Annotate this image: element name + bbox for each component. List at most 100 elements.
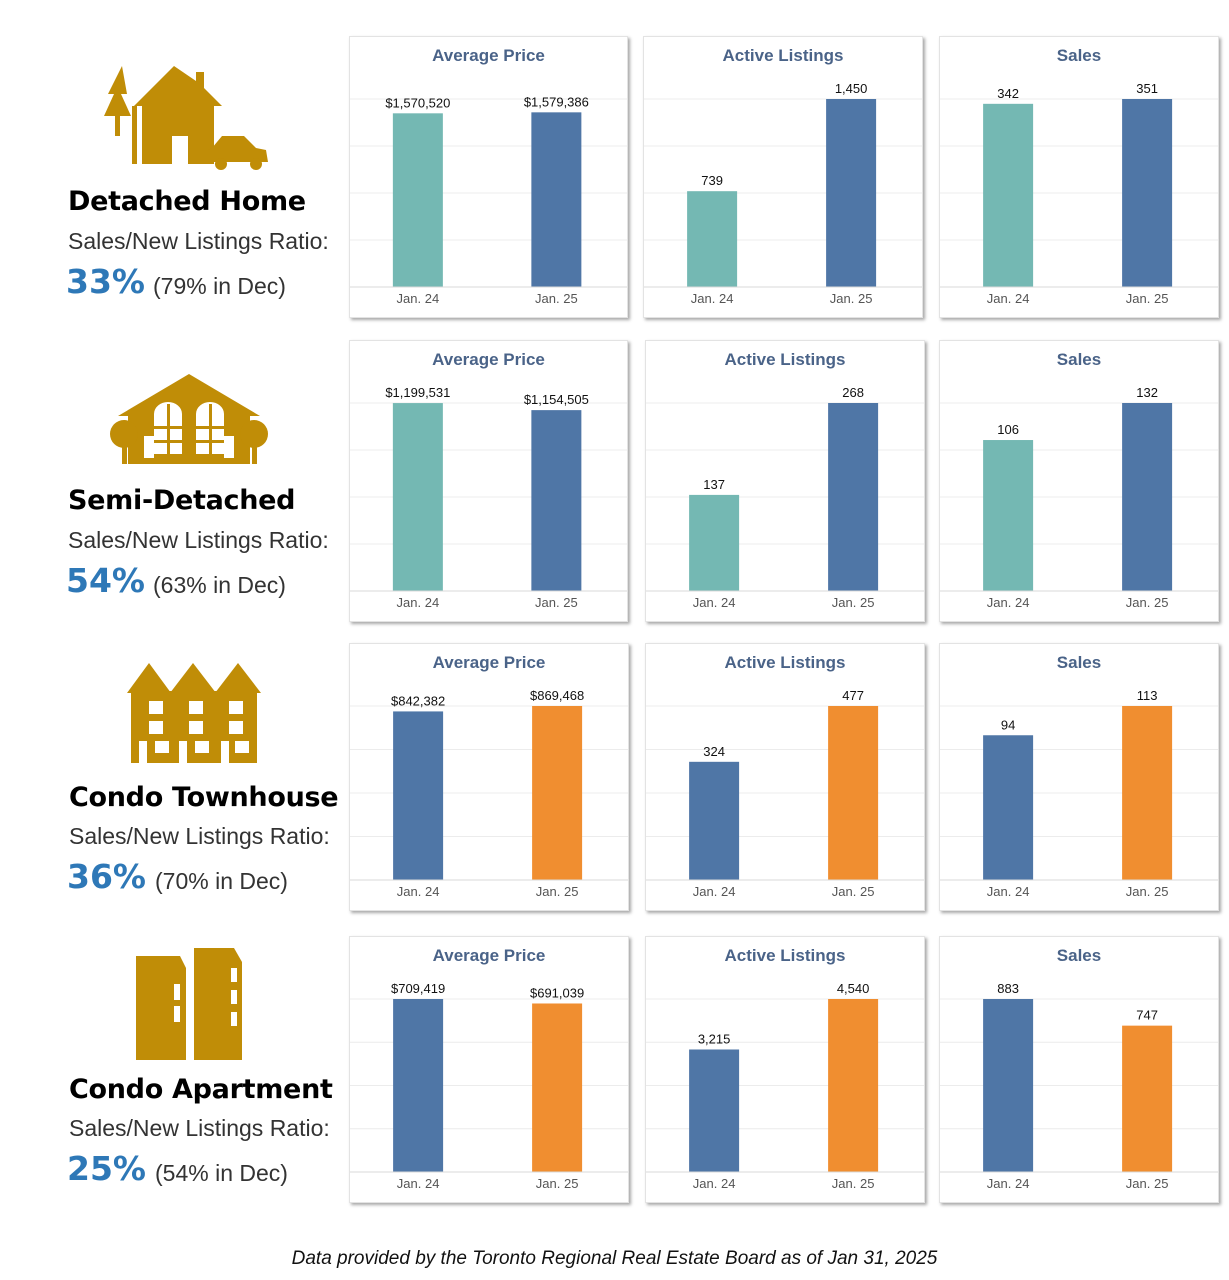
x-tick-label: Jan. 24	[397, 291, 440, 306]
bar-value-label: 106	[997, 422, 1019, 437]
x-tick-label: Jan. 25	[536, 884, 579, 899]
bar-chart-average-price: Average Price $1,199,531 Jan. 24 $1,154,505…	[350, 350, 627, 610]
chart-title: Sales	[1057, 350, 1101, 369]
property-type-title: Detached Home	[68, 186, 306, 217]
bar	[828, 999, 879, 1172]
property-type-title: Condo Apartment	[69, 1074, 333, 1105]
chart-title: Average Price	[432, 350, 545, 369]
ratio-label: Sales/New Listings Ratio:	[68, 228, 329, 254]
ratio-previous: (63% in Dec)	[153, 572, 286, 598]
bar-chart-sales: Sales 94 Jan. 24 113 Jan. 25	[940, 653, 1218, 899]
bar-value-label: $691,039	[530, 985, 584, 1000]
segment-condo-townhouse: Condo Townhouse Sales/New Listings Ratio…	[0, 643, 1229, 911]
bar-value-label: 137	[703, 477, 725, 492]
bar-chart-active-listings: Active Listings 739 Jan. 24 1,450 Jan. 25	[644, 46, 922, 306]
bar	[532, 706, 583, 880]
bar	[983, 735, 1034, 880]
bar-value-label: $1,579,386	[524, 94, 589, 109]
x-tick-label: Jan. 25	[832, 1176, 875, 1191]
ratio-value: 54%	[66, 561, 145, 600]
bar	[1122, 99, 1173, 287]
chart-title: Average Price	[432, 46, 545, 65]
bar-value-label: $842,382	[391, 693, 445, 708]
chart-title: Active Listings	[725, 946, 846, 965]
bar	[689, 1049, 740, 1172]
bar-value-label: 268	[842, 385, 864, 400]
bar-chart-sales: Sales 883 Jan. 24 747 Jan. 25	[940, 946, 1218, 1191]
segment-summary: Condo Apartment Sales/New Listings Ratio…	[66, 936, 346, 1202]
chart-panel-average-price: Average Price $709,419 Jan. 24 $691,039 Jan.…	[349, 936, 629, 1203]
chart-panel-active-listings: Active Listings 137 Jan. 24 268 Jan. 25	[645, 340, 925, 622]
segment-detached-home: Detached Home Sales/New Listings Ratio: …	[0, 36, 1229, 318]
segment-semi-detached: Semi-Detached Sales/New Listings Ratio: …	[0, 340, 1229, 622]
bar-chart-average-price: Average Price $1,570,520 Jan. 24 $1,579,386…	[350, 46, 627, 306]
x-tick-label: Jan. 24	[693, 1176, 736, 1191]
bar	[392, 403, 443, 591]
x-tick-label: Jan. 24	[397, 595, 440, 610]
ratio-label: Sales/New Listings Ratio:	[69, 823, 330, 849]
bar-value-label: 113	[1137, 688, 1158, 703]
detached-home-icon	[104, 66, 268, 170]
bar	[689, 494, 740, 591]
ratio-value: 33%	[66, 262, 145, 301]
bar-value-label: $709,419	[391, 981, 445, 996]
chart-panel-sales: Sales 94 Jan. 24 113 Jan. 25	[939, 643, 1219, 911]
x-tick-label: Jan. 24	[987, 595, 1030, 610]
chart-title: Active Listings	[723, 46, 844, 65]
ratio-value: 25%	[67, 1149, 146, 1188]
bar	[828, 706, 879, 880]
x-tick-label: Jan. 24	[693, 595, 736, 610]
bar	[531, 112, 582, 287]
condo-apartment-icon	[136, 948, 242, 1060]
ratio-value: 36%	[67, 857, 146, 896]
bar-value-label: $1,154,505	[524, 392, 589, 407]
bar	[826, 99, 877, 287]
ratio-previous: (70% in Dec)	[155, 868, 288, 894]
x-tick-label: Jan. 24	[397, 884, 440, 899]
segment-condo-apartment: Condo Apartment Sales/New Listings Ratio…	[0, 936, 1229, 1203]
bar	[1122, 403, 1173, 591]
ratio-previous: (54% in Dec)	[155, 1160, 288, 1186]
ratio-label: Sales/New Listings Ratio:	[68, 527, 329, 553]
bar-chart-average-price: Average Price $709,419 Jan. 24 $691,039 Jan.…	[350, 946, 628, 1191]
bar-value-label: 1,450	[835, 81, 868, 96]
bar-chart-sales: Sales 342 Jan. 24 351 Jan. 25	[940, 46, 1218, 306]
bar-value-label: 883	[997, 981, 1019, 996]
bar	[983, 440, 1034, 591]
bar-value-label: 4,540	[837, 981, 870, 996]
bar-value-label: 747	[1136, 1008, 1158, 1023]
chart-panel-active-listings: Active Listings 3,215 Jan. 24 4,540 Jan. 25	[645, 936, 925, 1203]
x-tick-label: Jan. 25	[535, 595, 578, 610]
segment-summary: Condo Townhouse Sales/New Listings Ratio…	[66, 643, 346, 911]
x-tick-label: Jan. 25	[1126, 1176, 1169, 1191]
bar	[531, 410, 582, 591]
bar-chart-active-listings: Active Listings 3,215 Jan. 24 4,540 Jan. 25	[646, 946, 924, 1191]
townhouse-icon	[127, 663, 261, 763]
chart-panel-sales: Sales 883 Jan. 24 747 Jan. 25	[939, 936, 1219, 1203]
property-type-title: Condo Townhouse	[69, 782, 339, 813]
chart-title: Average Price	[433, 653, 546, 672]
bar-chart-active-listings: Active Listings 137 Jan. 24 268 Jan. 25	[646, 350, 924, 610]
bar	[392, 113, 443, 287]
x-tick-label: Jan. 24	[397, 1176, 440, 1191]
bar-value-label: 94	[1001, 717, 1015, 732]
x-tick-label: Jan. 25	[1126, 595, 1169, 610]
chart-panel-average-price: Average Price $1,570,520 Jan. 24 $1,579,386…	[349, 36, 628, 318]
chart-panel-average-price: Average Price $842,382 Jan. 24 $869,468 Jan.…	[349, 643, 629, 911]
chart-panel-active-listings: Active Listings 324 Jan. 24 477 Jan. 25	[645, 643, 925, 911]
data-source-footnote: Data provided by the Toronto Regional Re…	[291, 1248, 938, 1269]
chart-title: Average Price	[433, 946, 546, 965]
segment-summary: Detached Home Sales/New Listings Ratio: …	[66, 36, 346, 318]
chart-title: Sales	[1057, 653, 1101, 672]
chart-title: Active Listings	[725, 653, 846, 672]
bar-value-label: $1,199,531	[385, 385, 450, 400]
bar	[689, 761, 740, 880]
bar-value-label: $869,468	[530, 688, 584, 703]
chart-title: Sales	[1057, 946, 1101, 965]
bar	[983, 103, 1034, 287]
bar	[1122, 706, 1173, 880]
bar-value-label: $1,570,520	[385, 95, 450, 110]
bar	[687, 191, 738, 287]
x-tick-label: Jan. 25	[1126, 291, 1169, 306]
bar-value-label: 324	[703, 744, 725, 759]
